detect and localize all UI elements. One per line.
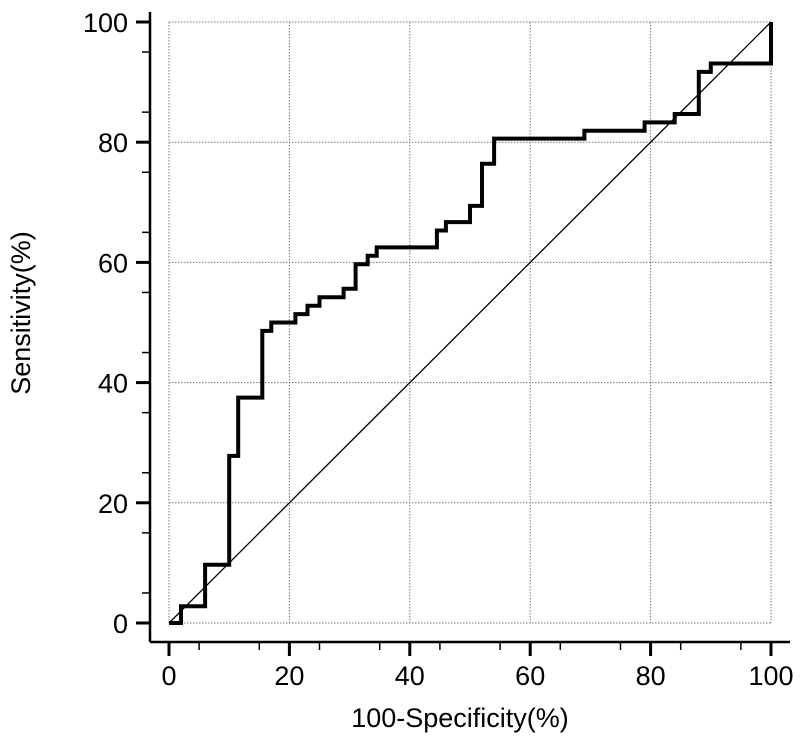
ticks: 0 20 40 60 80 100 0 20 40 60 80 100: [83, 8, 794, 691]
x-tick-label: 0: [161, 661, 176, 691]
series: [168, 21, 773, 625]
x-tick-label: 60: [515, 661, 545, 691]
x-tick-label: 100: [748, 661, 793, 691]
y-tick-label: 20: [98, 489, 128, 519]
y-tick-label: 0: [113, 609, 128, 639]
y-tick-label: 60: [98, 248, 128, 278]
x-tick-label: 40: [395, 661, 425, 691]
reference-line: [168, 21, 772, 624]
y-tick-label: 40: [98, 369, 128, 399]
roc-curve: [169, 22, 773, 625]
x-tick-label: 20: [274, 661, 304, 691]
x-axis-label: 100-Specificity(%): [351, 703, 569, 733]
x-tick-label: 80: [636, 661, 666, 691]
y-tick-label: 80: [98, 128, 128, 158]
y-axis-label: Sensitivity(%): [6, 231, 36, 395]
axes: [148, 12, 790, 644]
y-tick-label: 100: [83, 8, 128, 38]
